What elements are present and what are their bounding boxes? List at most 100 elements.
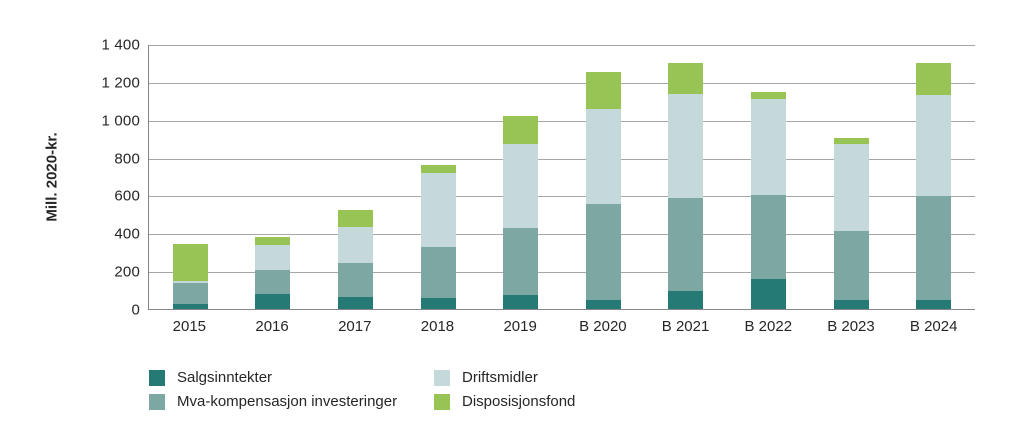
bar-slot-b-2024	[892, 45, 975, 309]
y-tick-label: 200	[114, 263, 140, 281]
legend-swatch-icon	[434, 393, 450, 410]
bar-segment-mva-kompensasjon-investeringer	[172, 282, 208, 305]
y-axis-title: Mill. 2020-kr.	[43, 132, 61, 222]
y-tick-label: 1 000	[101, 112, 140, 130]
bar-segment-salgsinntekter	[172, 304, 208, 309]
legend-label: Driftsmidler	[462, 369, 538, 386]
bar-2015	[172, 243, 208, 309]
legend-swatch-icon	[434, 369, 450, 386]
bar-segment-driftsmidler	[833, 144, 869, 232]
bar-segment-driftsmidler	[255, 244, 291, 271]
bar-segment-mva-kompensasjon-investeringer	[585, 203, 621, 300]
gridline	[149, 196, 975, 198]
legend-label: Salgsinntekter	[177, 369, 273, 386]
bar-slot-b-2023	[810, 45, 893, 309]
bar-segment-disposisjonsfond	[833, 137, 869, 145]
x-axis-label: B 2024	[909, 318, 958, 335]
bar-segment-driftsmidler	[750, 98, 786, 196]
legend-item-mva-kompensasjon-investeringer: Mva-kompensasjon investeringer	[149, 393, 434, 410]
bar-2017	[337, 209, 373, 309]
bar-segment-salgsinntekter	[585, 299, 621, 309]
bar-segment-disposisjonsfond	[172, 243, 208, 281]
bar-b-2020	[585, 72, 621, 309]
bar-segment-salgsinntekter	[916, 299, 952, 309]
x-axis-label: 2016	[255, 318, 289, 335]
bar-slot-b-2022	[727, 45, 810, 309]
x-axis-label: B 2020	[579, 318, 627, 335]
bar-slot-2015	[149, 45, 232, 309]
x-axis-label: 2017	[338, 318, 372, 335]
bar-segment-mva-kompensasjon-investeringer	[833, 231, 869, 300]
bar-segment-mva-kompensasjon-investeringer	[420, 246, 456, 298]
y-tick-label: 1 400	[101, 36, 140, 54]
bar-segment-salgsinntekter	[337, 296, 373, 309]
x-axis-label: B 2021	[661, 318, 710, 335]
legend-item-salgsinntekter: Salgsinntekter	[149, 369, 434, 386]
x-axis-label: B 2022	[744, 318, 793, 335]
bar-segment-driftsmidler	[503, 144, 539, 228]
bar-b-2022	[750, 92, 786, 309]
x-axis-label: 2015	[172, 318, 207, 335]
legend-column: Salgsinntekter Mva-kompensasjon investeri…	[149, 369, 434, 410]
legend-swatch-icon	[149, 369, 165, 386]
bar-segment-disposisjonsfond	[916, 62, 952, 96]
bar-b-2023	[833, 137, 869, 309]
bar-slot-2019	[479, 45, 562, 309]
bar-segment-driftsmidler	[337, 226, 373, 263]
bar-b-2021	[668, 62, 704, 309]
bar-segment-disposisjonsfond	[750, 92, 786, 99]
bar-segment-salgsinntekter	[503, 294, 539, 309]
bar-segment-mva-kompensasjon-investeringer	[255, 270, 291, 294]
bar-segment-salgsinntekter	[668, 291, 704, 309]
x-axis-labels: 2015 2016 2017 2018 2019 B 2020 B 2021 B 2022 B …	[148, 318, 975, 335]
bar-segment-mva-kompensasjon-investeringer	[750, 195, 786, 279]
bar-segment-mva-kompensasjon-investeringer	[668, 198, 704, 292]
bar-segment-mva-kompensasjon-investeringer	[916, 196, 952, 300]
gridline	[149, 272, 975, 274]
bar-segment-driftsmidler	[916, 95, 952, 197]
bars-container	[149, 45, 975, 309]
bar-slot-2017	[314, 45, 397, 309]
bar-segment-disposisjonsfond	[585, 72, 621, 110]
bar-segment-driftsmidler	[668, 94, 704, 199]
legend-label: Mva-kompensasjon investeringer	[177, 393, 398, 410]
legend-swatch-icon	[149, 393, 165, 410]
bar-b-2024	[916, 62, 952, 309]
legend-label: Disposisjonsfond	[462, 393, 576, 410]
x-axis-label: B 2023	[827, 318, 875, 335]
bar-slot-2016	[232, 45, 315, 309]
bar-slot-b-2021	[645, 45, 728, 309]
y-tick-label: 600	[114, 187, 140, 205]
bar-2016	[255, 237, 291, 309]
bar-slot-b-2020	[562, 45, 645, 309]
y-tick-label: 1 200	[101, 74, 140, 92]
gridline	[149, 120, 975, 122]
bar-segment-salgsinntekter	[833, 299, 869, 309]
bar-segment-driftsmidler	[172, 280, 208, 283]
bar-segment-salgsinntekter	[750, 278, 786, 309]
legend-item-driftsmidler: Driftsmidler	[434, 369, 575, 386]
bar-2019	[503, 115, 539, 309]
bar-segment-driftsmidler	[585, 109, 621, 204]
bar-segment-driftsmidler	[420, 172, 456, 247]
gridline	[149, 82, 975, 84]
plot-area	[148, 45, 975, 310]
bar-slot-2018	[397, 45, 480, 309]
bar-segment-salgsinntekter	[420, 297, 456, 309]
bar-segment-disposisjonsfond	[420, 165, 456, 173]
bar-segment-disposisjonsfond	[503, 115, 539, 145]
legend-column: Driftsmidler Disposisjonsfond	[434, 369, 575, 410]
y-tick-label: 400	[114, 225, 140, 243]
bar-segment-disposisjonsfond	[668, 62, 704, 95]
bar-2018	[420, 165, 456, 309]
legend-item-disposisjonsfond: Disposisjonsfond	[434, 393, 575, 410]
gridline	[149, 158, 975, 160]
x-axis-label: 2018	[420, 318, 455, 335]
legend: Salgsinntekter Mva-kompensasjon investeri…	[149, 369, 575, 410]
y-tick-label: 0	[131, 301, 140, 319]
gridline	[149, 234, 975, 236]
y-tick-label: 800	[114, 150, 140, 168]
bar-segment-mva-kompensasjon-investeringer	[503, 227, 539, 295]
x-axis-label: 2019	[503, 318, 537, 335]
